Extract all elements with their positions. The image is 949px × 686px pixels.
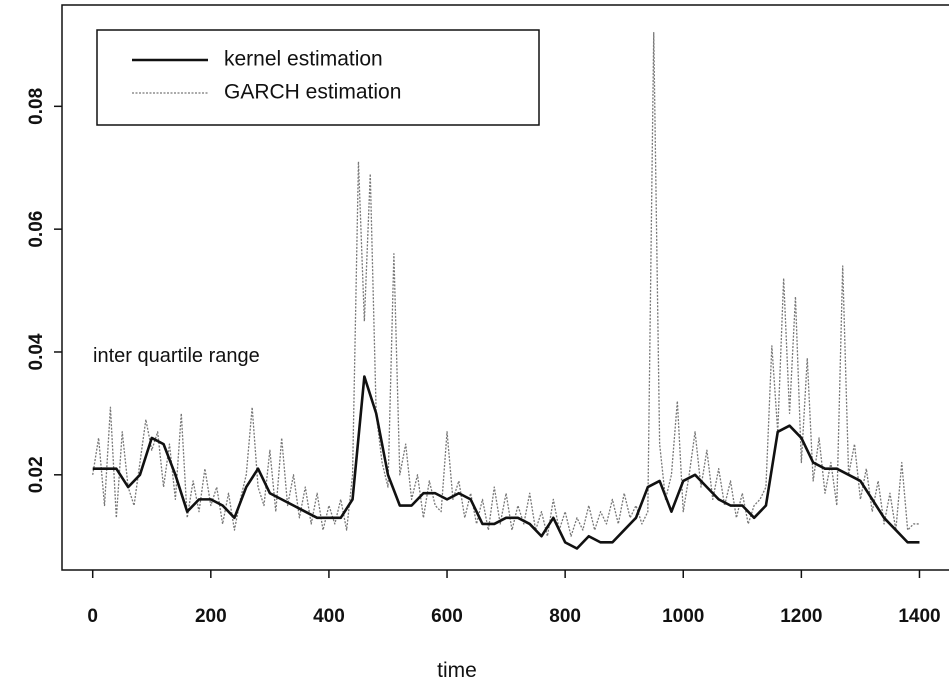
plot-frame — [61, 4, 949, 571]
y-tick-label: 0.02 — [26, 456, 47, 493]
y-tick-label: 0.06 — [26, 211, 47, 248]
legend-label: GARCH estimation — [224, 81, 401, 104]
x-tick-label: 800 — [549, 606, 581, 627]
x-tick-label: 600 — [431, 606, 463, 627]
x-tick-label: 400 — [313, 606, 345, 627]
y-tick-label: 0.04 — [26, 333, 47, 370]
series-line — [92, 375, 920, 550]
x-tick-label: 1200 — [780, 606, 822, 627]
legend-box — [96, 29, 540, 126]
legend: kernel estimation GARCH estimation — [96, 29, 540, 126]
series-line — [92, 31, 920, 537]
x-axis-label: time — [437, 659, 477, 682]
x-tick-label: 1400 — [898, 606, 940, 627]
y-tick-label: 0.08 — [26, 88, 47, 125]
x-tick-label: 1000 — [662, 606, 704, 627]
annotation: inter quartile range — [93, 345, 260, 367]
legend-label: kernel estimation — [224, 48, 383, 71]
x-tick-label: 200 — [195, 606, 227, 627]
x-tick-label: 0 — [87, 606, 98, 627]
